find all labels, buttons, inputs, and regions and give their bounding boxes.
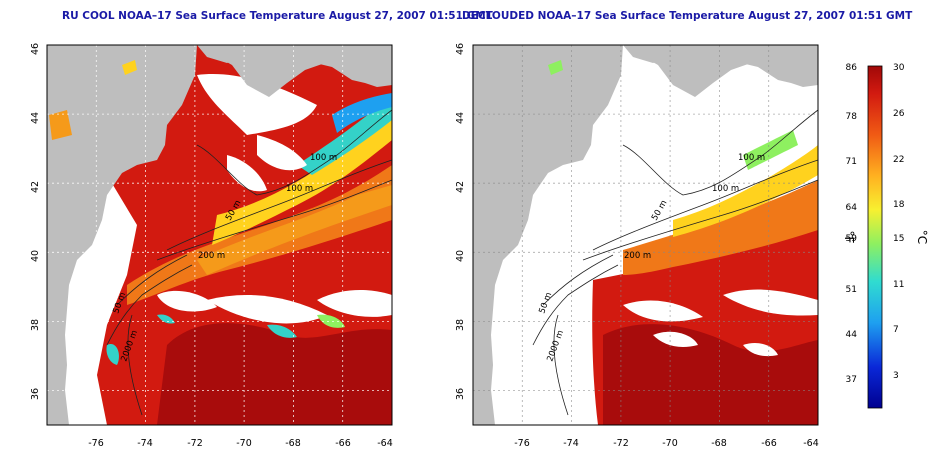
- f-tick: 71: [846, 157, 857, 167]
- panel-right-title: DECLOUDED NOAA–17 Sea Surface Temperatur…: [462, 10, 913, 22]
- colorbar-c-unit: °C: [915, 230, 929, 244]
- f-tick: 59: [846, 234, 858, 244]
- x-tick: -72: [187, 438, 203, 449]
- f-tick: 78: [846, 112, 858, 122]
- x-tick: -74: [563, 438, 579, 449]
- map-left: [46, 44, 393, 426]
- y-tick: 36: [30, 388, 41, 400]
- c-tick: 22: [893, 155, 904, 165]
- c-tick: 3: [893, 371, 899, 381]
- c-tick: 11: [893, 280, 904, 290]
- f-tick: 44: [846, 330, 858, 340]
- x-tick: -66: [335, 438, 351, 449]
- c-tick: 15: [893, 234, 904, 244]
- x-tick: -70: [236, 438, 252, 449]
- f-tick: 37: [846, 375, 857, 385]
- x-tick: -68: [285, 438, 301, 449]
- c-tick: 26: [893, 109, 905, 119]
- y-tick: 40: [30, 250, 41, 262]
- y-ticks-left: 46 44 42 40 38 36: [30, 43, 41, 400]
- x-tick: -64: [377, 438, 393, 449]
- colorbar-gradient: [867, 65, 883, 409]
- y-tick: 40: [455, 250, 466, 262]
- f-tick: 86: [846, 63, 858, 73]
- bathymetry-left: [106, 109, 393, 416]
- grid-right: [473, 45, 818, 425]
- y-ticks-right: 46 44 42 40 38 36: [455, 43, 466, 400]
- x-tick: -72: [613, 438, 629, 449]
- panel-left-title: RU COOL NOAA–17 Sea Surface Temperature …: [62, 10, 493, 22]
- x-tick: -70: [662, 438, 678, 449]
- x-tick: -76: [514, 438, 530, 449]
- x-ticks-right: -76 -74 -72 -70 -68 -66 -64: [514, 438, 819, 449]
- x-tick: -66: [761, 438, 777, 449]
- y-tick: 36: [455, 388, 466, 400]
- bathymetry-right: [532, 109, 819, 416]
- x-tick: -76: [88, 438, 104, 449]
- c-tick: 30: [893, 63, 905, 73]
- depth-label: 100 m: [310, 153, 337, 163]
- depth-label: 200 m: [198, 251, 225, 261]
- x-tick: -64: [803, 438, 819, 449]
- y-tick: 44: [455, 112, 466, 124]
- x-tick: -74: [137, 438, 153, 449]
- c-tick: 18: [893, 200, 905, 210]
- f-tick: 51: [846, 285, 857, 295]
- depth-label: 100 m: [712, 184, 739, 194]
- depth-label: 200 m: [624, 251, 651, 261]
- colorbar-f-ticks: 86 78 71 64 59 51 44 37: [846, 63, 858, 385]
- colorbar-f-unit: °F: [842, 231, 856, 244]
- y-tick: 42: [455, 181, 466, 193]
- c-tick: 7: [893, 325, 899, 335]
- map-right: [472, 44, 819, 426]
- y-tick: 38: [30, 319, 41, 331]
- depth-label: 100 m: [738, 153, 765, 163]
- y-tick: 46: [455, 43, 466, 55]
- depth-label: 100 m: [286, 184, 313, 194]
- grid-left: [47, 45, 392, 425]
- y-tick: 44: [30, 112, 41, 124]
- f-tick: 64: [846, 203, 858, 213]
- y-tick: 46: [30, 43, 41, 55]
- x-ticks-left: -76 -74 -72 -70 -68 -66 -64: [88, 438, 393, 449]
- y-tick: 42: [30, 181, 41, 193]
- colorbar: 86 78 71 64 59 51 44 37 30 26 22 18 15 1…: [842, 63, 929, 409]
- y-tick: 38: [455, 319, 466, 331]
- x-tick: -68: [711, 438, 727, 449]
- colorbar-c-ticks: 30 26 22 18 15 11 7 3: [893, 63, 905, 381]
